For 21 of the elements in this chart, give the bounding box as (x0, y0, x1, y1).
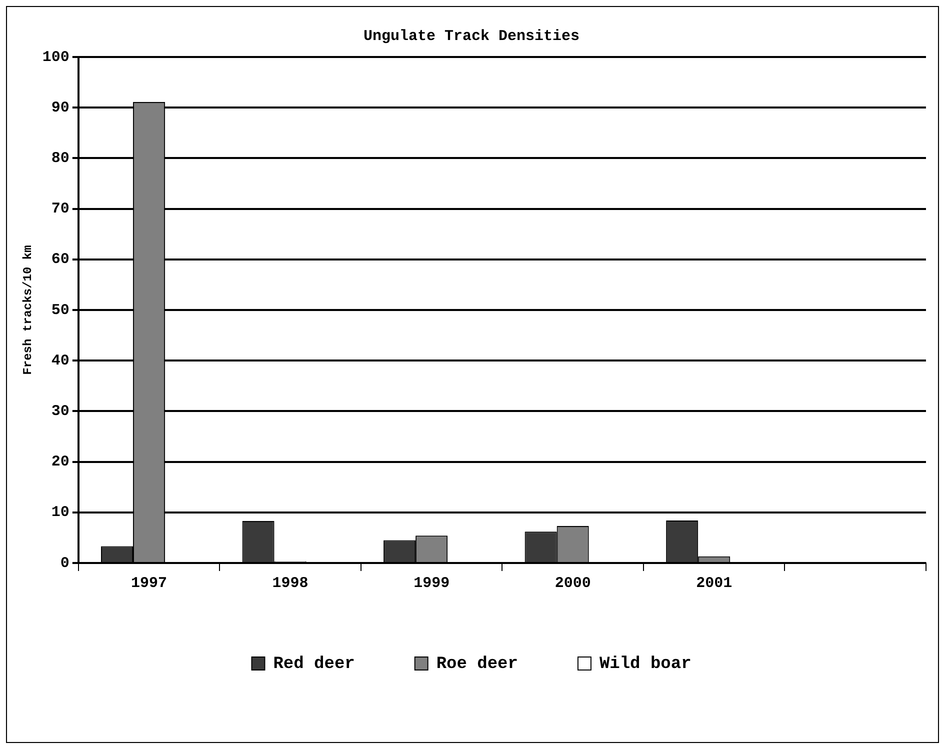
x-tick-label: 2001 (696, 574, 732, 592)
chart-title: Ungulate Track Densities (363, 28, 580, 45)
y-tick-label: 30 (51, 402, 70, 420)
y-tick-label: 0 (60, 554, 70, 572)
legend-label: Roe deer (436, 654, 518, 674)
legend-label: Wild boar (599, 654, 692, 674)
y-tick-label: 20 (51, 454, 70, 471)
x-tick-label: 1999 (414, 574, 450, 592)
y-tick-label: 80 (51, 150, 70, 167)
y-tick-label: 40 (51, 352, 70, 370)
legend-label: Red deer (273, 654, 355, 674)
x-tick-label: 2000 (554, 574, 591, 592)
y-tick-label: 10 (51, 504, 70, 522)
y-axis-title: Fresh tracks/10 km (21, 245, 36, 375)
x-tick-label: 1997 (131, 574, 168, 592)
y-tick-label: 50 (51, 302, 70, 319)
y-tick-label: 60 (51, 251, 70, 268)
y-tick-label: 90 (51, 99, 70, 116)
x-tick-label: 1998 (272, 574, 308, 592)
y-tick-label: 70 (51, 200, 70, 218)
y-tick-label: 100 (42, 48, 70, 66)
